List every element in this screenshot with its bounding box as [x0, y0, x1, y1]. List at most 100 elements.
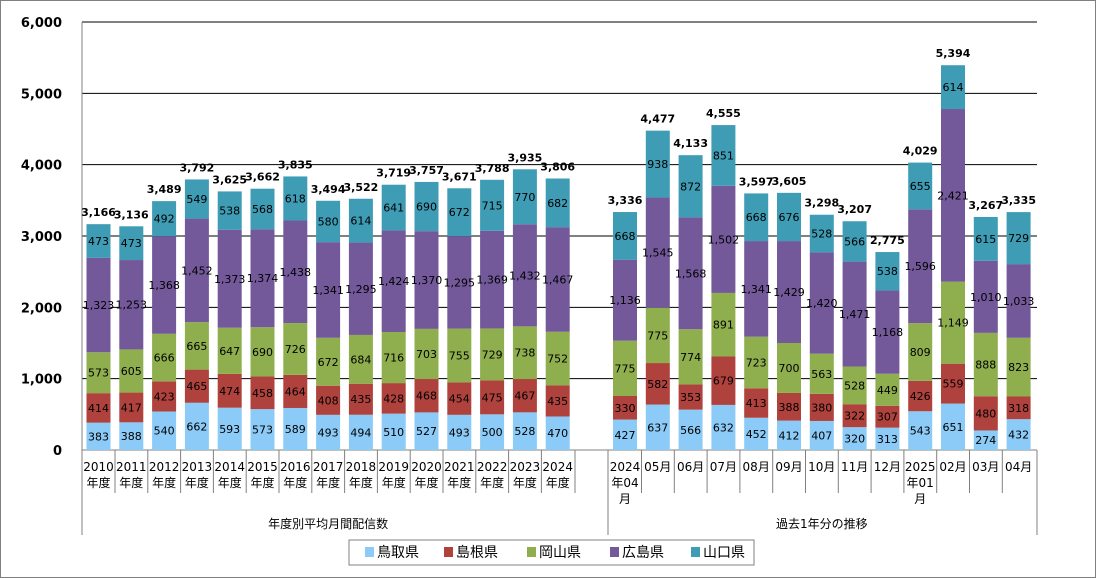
category-label: 2012 [149, 460, 180, 474]
bar-segment [447, 188, 472, 237]
total-label: 2,775 [870, 234, 905, 247]
category-label: 2014 [214, 460, 245, 474]
y-tick-label: 4,000 [21, 159, 62, 174]
bar-segment [777, 392, 801, 421]
data-label: 582 [647, 378, 668, 391]
data-label: 775 [615, 362, 636, 375]
bar-segment [908, 209, 933, 324]
data-label: 775 [647, 329, 668, 342]
bar-segment [480, 380, 505, 415]
bar-segment [152, 201, 177, 237]
bar-segment [447, 236, 472, 329]
category-label: 03月 [972, 460, 999, 474]
bar-segment [1006, 264, 1031, 338]
data-label: 428 [383, 392, 404, 405]
data-label: 492 [154, 213, 175, 226]
data-label: 458 [252, 387, 273, 400]
category-label: 08月 [743, 460, 770, 474]
total-label: 3,489 [147, 183, 182, 196]
category-label: 年度 [447, 475, 471, 490]
category-label: 年度 [185, 475, 209, 490]
category-label: 年度 [480, 475, 504, 490]
category-label: 月 [914, 492, 926, 506]
bar-segment [777, 192, 801, 242]
data-label: 426 [910, 390, 931, 403]
data-label: 1,136 [609, 294, 641, 307]
bar-segment [678, 409, 703, 450]
bar-segment [217, 191, 242, 230]
bar-segment [941, 403, 965, 450]
data-label: 679 [713, 375, 734, 388]
y-tick-label: 6,000 [21, 16, 62, 31]
data-label: 417 [121, 401, 142, 414]
data-label: 467 [514, 390, 535, 403]
category-label: 年度 [218, 475, 242, 490]
data-label: 682 [547, 197, 568, 210]
bar-segment [250, 188, 275, 230]
bar-segment [645, 363, 670, 405]
category-label: 05月 [644, 460, 671, 474]
category-label: 2021 [444, 460, 475, 474]
data-label: 647 [219, 345, 240, 358]
data-label: 538 [219, 205, 240, 218]
group-label: 年度別平均月間配信数 [268, 516, 388, 531]
bar-segment [184, 179, 209, 219]
total-label: 3,757 [409, 164, 444, 177]
bar-segment [1006, 212, 1031, 265]
legend-label: 島根県 [456, 545, 498, 561]
bar-segment [86, 422, 111, 450]
bar-segment [250, 376, 275, 410]
data-label: 475 [482, 391, 503, 404]
data-label: 851 [713, 149, 734, 162]
bar-segment [908, 380, 933, 412]
data-label: 614 [350, 215, 371, 228]
bar-segment [152, 381, 177, 412]
bar-segment [545, 385, 570, 417]
total-label: 4,133 [673, 137, 708, 150]
data-label: 500 [482, 426, 503, 439]
bar-segment [973, 332, 998, 397]
total-label: 5,394 [936, 47, 971, 60]
total-label: 3,788 [475, 162, 510, 175]
bar-segment [86, 393, 111, 423]
data-label: 715 [482, 199, 503, 212]
bar-segment [316, 385, 341, 415]
bar-segment [1006, 396, 1031, 420]
category-label: 2016 [280, 460, 311, 474]
category-label: 04月 [1005, 460, 1032, 474]
category-label: 年度 [283, 475, 307, 490]
total-label: 3,136 [114, 208, 149, 221]
data-label: 1,420 [806, 297, 838, 310]
bar-segment [217, 327, 242, 374]
category-label: 2020 [411, 460, 442, 474]
total-label: 4,477 [640, 113, 675, 126]
data-label: 427 [615, 429, 636, 442]
data-label: 388 [779, 401, 800, 414]
category-label: 年04 [611, 476, 638, 490]
data-label: 1,010 [970, 291, 1002, 304]
data-label: 468 [416, 390, 437, 403]
data-label: 454 [449, 393, 470, 406]
bar-segment [908, 411, 933, 450]
data-label: 641 [383, 202, 404, 215]
data-label: 1,323 [83, 299, 115, 312]
bar-segment [119, 349, 144, 393]
group-label: 過去1年分の推移 [776, 517, 868, 531]
data-label: 668 [746, 211, 767, 224]
data-label: 493 [318, 426, 339, 439]
bar-segment [250, 409, 275, 450]
bar-segment [908, 162, 933, 210]
total-label: 3,671 [442, 170, 477, 183]
data-label: 1,369 [476, 274, 508, 287]
bar-segment [875, 427, 900, 450]
data-label: 1,438 [280, 266, 312, 279]
data-label: 690 [416, 201, 437, 214]
data-label: 1,502 [708, 233, 740, 246]
bar-segment [678, 329, 703, 385]
category-label: 2013 [182, 460, 213, 474]
data-label: 668 [615, 230, 636, 243]
bar-segment [217, 407, 242, 450]
legend-swatch [365, 547, 374, 557]
y-tick-label: 0 [53, 444, 62, 459]
